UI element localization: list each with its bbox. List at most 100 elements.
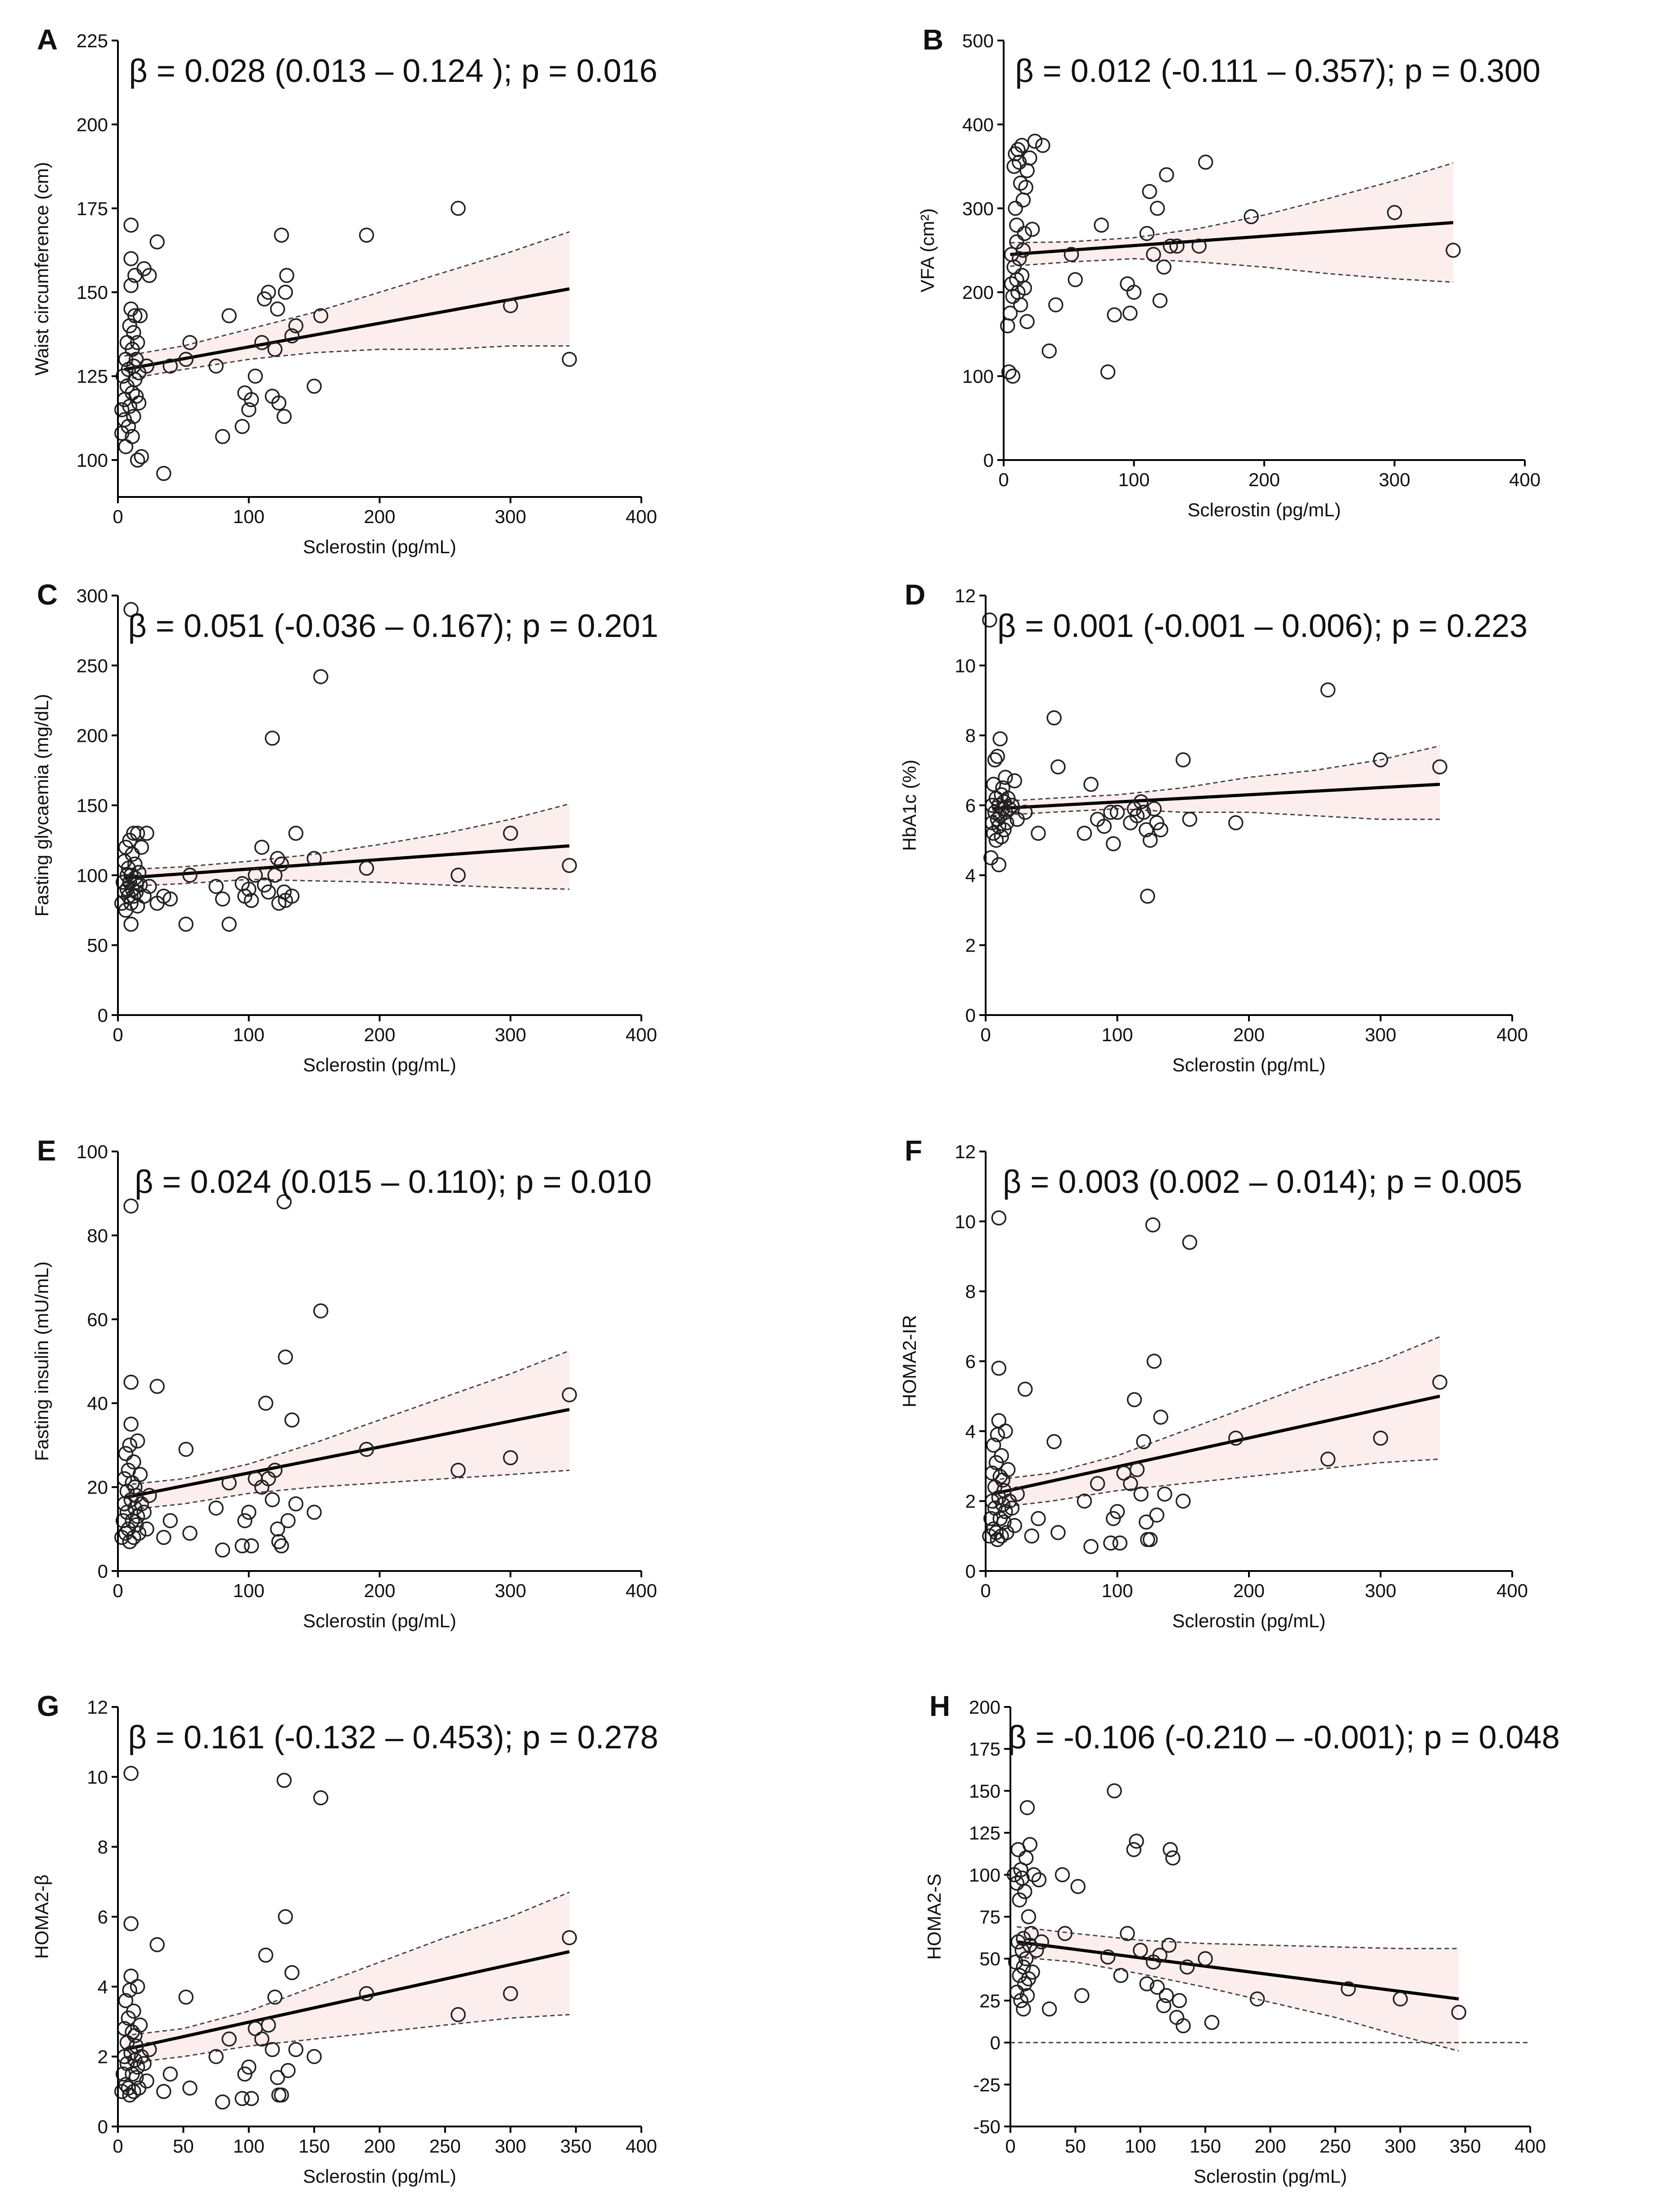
panel-d: 0 100 200 300 400 0 2 4 6 8 10 12 Sclerostin (pg/mL)… [899, 578, 1528, 1075]
y-axis-label: HOMA2-IR [899, 1315, 920, 1407]
data-point [123, 278, 139, 293]
data-point [274, 856, 289, 872]
data-point [123, 602, 139, 617]
data-point [306, 379, 322, 394]
data-point [237, 1513, 252, 1528]
data-point [1100, 1949, 1116, 1965]
data-point [1015, 243, 1031, 258]
y-tick-label: 125 [969, 1823, 1000, 1844]
y-tick-label: 4 [98, 1976, 108, 1997]
y-tick-label: 0 [965, 1561, 976, 1582]
x-tick-label: 0 [113, 506, 123, 527]
data-point [1026, 1867, 1041, 1882]
data-point [1176, 1493, 1191, 1509]
data-point [1163, 1842, 1178, 1857]
panel-g: 0 50 100 150 200 250 300 350 400 0 2 4 6 8 10 12 Scleros… [31, 1690, 658, 2187]
x-tick-label: 50 [1065, 2135, 1086, 2157]
data-point [1005, 289, 1021, 304]
data-point [1142, 1532, 1158, 1547]
data-point [1031, 826, 1046, 841]
x-tick-label: 250 [429, 2135, 461, 2157]
data-point [178, 352, 194, 367]
data-point [278, 1909, 293, 1924]
x-axis-label: Sclerostin (pg/mL) [303, 536, 456, 557]
ci-upper-line [992, 745, 1440, 803]
data-point [149, 1937, 165, 1952]
data-point [1004, 1500, 1020, 1516]
data-point [254, 2031, 270, 2047]
data-point [1126, 284, 1142, 300]
data-point [359, 227, 374, 243]
data-point [1341, 1981, 1356, 1997]
fit-line [1010, 221, 1454, 256]
data-point [451, 2007, 466, 2022]
data-point [1007, 773, 1023, 789]
data-point [1146, 247, 1161, 262]
x-tick-label: 100 [1101, 1024, 1133, 1045]
data-point [122, 1437, 137, 1453]
data-point [276, 1773, 292, 1788]
data-point [126, 409, 141, 424]
x-axis-label: Sclerostin (pg/mL) [1188, 499, 1341, 520]
y-tick-label: 300 [962, 198, 994, 219]
data-point [162, 2066, 178, 2082]
data-point [1100, 364, 1116, 380]
data-point [284, 1965, 300, 1981]
data-point [276, 1194, 292, 1210]
x-tick-label: 100 [233, 506, 265, 527]
ci-lower-line [124, 1469, 570, 1511]
y-tick-label: 400 [962, 114, 994, 135]
ci-band [124, 804, 570, 889]
ci-lower-line [124, 2014, 570, 2064]
data-point [986, 776, 1001, 792]
data-point [1156, 259, 1172, 275]
y-tick-label: 200 [962, 282, 994, 303]
data-point [208, 358, 224, 374]
data-point [221, 2031, 237, 2047]
data-point [234, 1538, 250, 1553]
data-point [1107, 307, 1122, 323]
y-tick-label: 12 [955, 585, 976, 606]
y-tick-label: 175 [969, 1738, 1000, 1760]
ci-upper-line [1017, 1926, 1459, 1950]
x-tick-label: 300 [1365, 1024, 1396, 1045]
data-point [1182, 812, 1198, 827]
data-point [1432, 1374, 1447, 1390]
data-point [1013, 297, 1028, 312]
data-point [1112, 1535, 1128, 1551]
x-tick-label: 100 [233, 2135, 265, 2157]
data-point [1446, 243, 1461, 258]
x-tick-label: 200 [364, 506, 395, 527]
data-point [503, 1986, 518, 2001]
data-point [306, 2049, 322, 2064]
data-point [306, 1504, 322, 1520]
y-tick-label: 0 [98, 1561, 108, 1582]
data-point [1152, 1947, 1167, 1963]
x-tick-label: 400 [1496, 1580, 1528, 1601]
data-point [288, 2042, 304, 2057]
data-point [1156, 1998, 1172, 2013]
data-point [1019, 314, 1035, 330]
data-point [1018, 180, 1033, 195]
data-point [265, 731, 280, 746]
y-tick-label: 500 [962, 30, 994, 51]
x-tick-label: 400 [626, 1024, 657, 1045]
y-tick-label: 80 [87, 1225, 108, 1246]
data-point [271, 1534, 287, 1549]
data-point [182, 2080, 198, 2096]
data-point [267, 867, 283, 883]
data-point [1050, 1525, 1066, 1540]
data-point [1149, 1979, 1165, 1995]
data-point [562, 1387, 577, 1403]
x-tick-label: 300 [495, 1024, 526, 1045]
data-point [451, 867, 466, 883]
x-tick-label: 400 [1509, 469, 1541, 490]
data-point [1163, 238, 1178, 254]
panel-letter: G [37, 1690, 59, 1722]
data-point [1019, 1800, 1035, 1815]
data-point [274, 2087, 289, 2103]
data-point [1008, 1954, 1023, 1970]
data-point [1228, 1431, 1244, 1446]
data-point [1176, 2018, 1191, 2034]
x-tick-label: 0 [113, 2135, 123, 2157]
